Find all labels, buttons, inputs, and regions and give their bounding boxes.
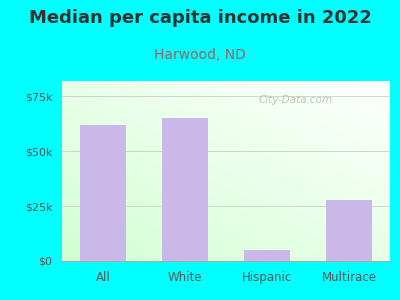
Text: City-Data.com: City-Data.com <box>259 95 333 105</box>
Bar <box>326 200 372 261</box>
Bar <box>80 125 126 261</box>
Text: Harwood, ND: Harwood, ND <box>154 48 246 62</box>
Text: Median per capita income in 2022: Median per capita income in 2022 <box>28 9 372 27</box>
Bar <box>162 118 208 261</box>
Bar <box>244 250 290 261</box>
